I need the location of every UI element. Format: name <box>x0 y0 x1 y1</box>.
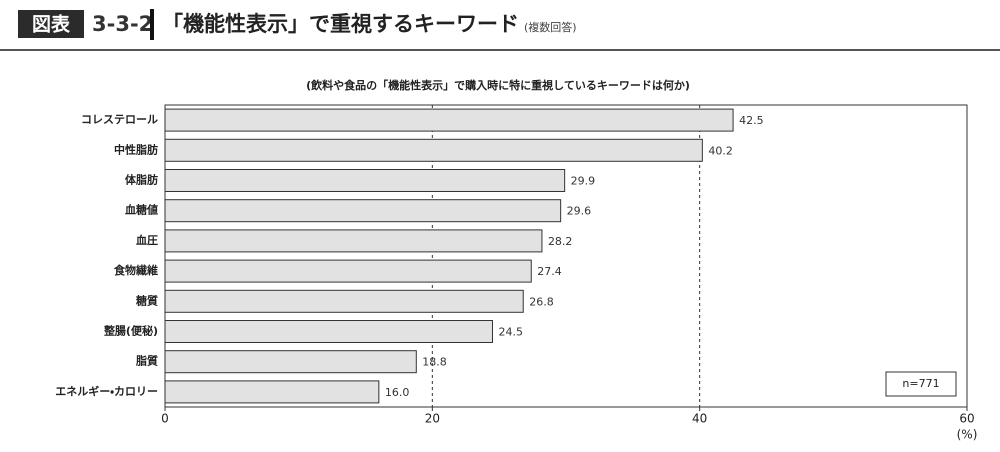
y-tick-label: 整腸(便秘) <box>104 324 158 338</box>
bar <box>164 138 703 162</box>
x-tick-label: 20 <box>425 412 440 426</box>
bar <box>164 289 524 313</box>
bar <box>164 169 566 192</box>
y-tick-label: 体脂肪 <box>125 173 158 187</box>
figure-number: 3-3-2 <box>92 12 153 36</box>
y-tick-label: エネルギー・カロリー <box>55 384 158 398</box>
value-label: 18.8 <box>422 356 447 369</box>
bar <box>164 380 380 404</box>
header-title: 「機能性表示」で重視するキーワード <box>162 12 519 36</box>
bar <box>164 199 562 223</box>
bar <box>164 320 493 343</box>
value-label: 16.0 <box>385 386 410 399</box>
x-tick-label: 0 <box>161 412 169 426</box>
value-label: 27.4 <box>537 265 562 278</box>
separator <box>150 9 154 40</box>
y-tick-label: 食物繊維 <box>114 263 158 277</box>
plot-frame <box>164 104 968 408</box>
value-label: 40.2 <box>708 144 733 157</box>
chart-subtitle: (飲料や食品の「機能性表示」で購入時に特に重視しているキーワードは何か) <box>306 78 690 92</box>
x-tick-label: 40 <box>692 412 707 426</box>
value-label: 26.8 <box>529 295 554 308</box>
annotation: n=771 <box>902 377 939 390</box>
bar <box>164 229 543 253</box>
badge-box <box>18 10 84 38</box>
bar <box>164 108 734 132</box>
value-label: 29.9 <box>571 175 596 188</box>
y-tick-label: 中性脂肪 <box>114 142 158 156</box>
value-label: 42.5 <box>739 114 764 127</box>
annotation-box <box>885 371 957 397</box>
y-tick-label: 血圧 <box>136 233 158 247</box>
value-label: 24.5 <box>498 326 523 339</box>
badge: 図表 <box>32 13 71 36</box>
bar <box>164 350 417 374</box>
y-tick-label: 糖質 <box>136 293 158 307</box>
value-label: 29.6 <box>567 205 592 218</box>
y-tick-label: 血糖値 <box>125 203 158 217</box>
x-tick-label: 60 <box>959 412 974 426</box>
x-unit: (%) <box>957 428 978 442</box>
header-note: (複数回答) <box>524 20 577 34</box>
value-label: 28.2 <box>548 235 573 248</box>
y-tick-label: コレステロール <box>81 113 158 126</box>
y-tick-label: 脂質 <box>135 354 158 368</box>
bar <box>164 259 532 283</box>
